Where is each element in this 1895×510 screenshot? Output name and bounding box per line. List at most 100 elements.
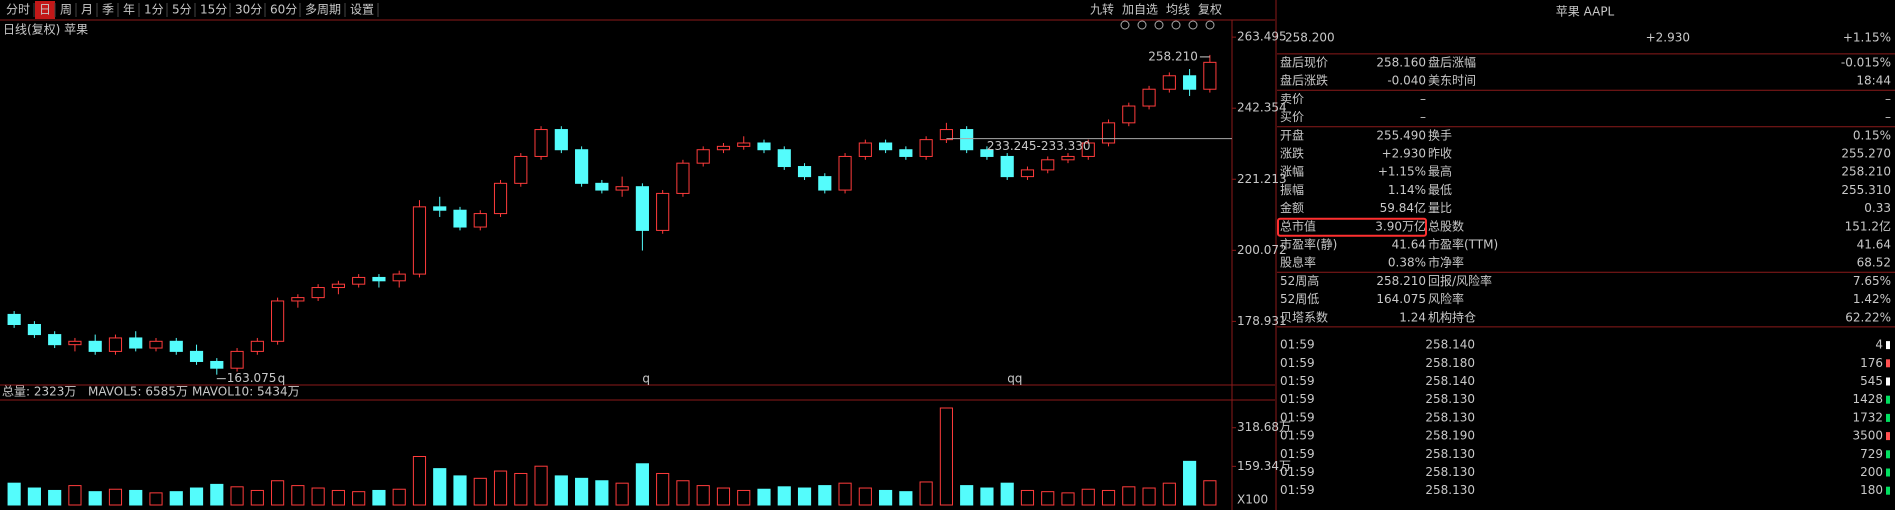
candle-body (615, 186, 629, 191)
volume-bar (433, 468, 447, 506)
tab[interactable]: 季 (102, 3, 114, 17)
trade-volume: 176 (1860, 356, 1883, 370)
candle-body (392, 273, 406, 282)
tab[interactable]: 1分 (144, 3, 164, 17)
tab[interactable]: 60分 (270, 3, 297, 17)
volume-bar (129, 489, 143, 506)
trade-price: 258.130 (1425, 447, 1475, 461)
trade-volume: 1732 (1852, 410, 1883, 424)
tab[interactable]: 多周期 (305, 3, 341, 17)
candle-body (1203, 61, 1217, 90)
field-value: 3.90万亿 (1375, 218, 1426, 233)
candle-body (149, 340, 163, 349)
candle-body (169, 340, 183, 352)
y-tick-label: 178.931 (1237, 314, 1287, 328)
field-label: 盘后涨跌 (1280, 73, 1328, 88)
trade-time: 01:59 (1280, 429, 1315, 443)
candle-body (1142, 88, 1156, 107)
candle-body (230, 350, 244, 369)
tab[interactable]: 月 (81, 3, 93, 17)
trade-price: 258.130 (1425, 392, 1475, 406)
tool-icon[interactable] (1120, 20, 1130, 30)
field-value: +1.15% (1378, 165, 1426, 179)
trade-volume: 3500 (1852, 429, 1883, 443)
tab[interactable]: 5分 (172, 3, 192, 17)
candle-body (554, 129, 568, 151)
chart-title: 日线(复权) 苹果 (3, 23, 88, 37)
tab[interactable]: 分时 (6, 3, 30, 17)
tool[interactable]: 加自选 (1122, 3, 1158, 17)
field-label: 52周高 (1280, 273, 1319, 288)
trade-time: 01:59 (1280, 374, 1315, 388)
field-value: 164.075 (1376, 292, 1426, 306)
candle-body (88, 340, 102, 352)
field-value: 41.64 (1392, 238, 1426, 252)
tool-icon[interactable] (1171, 20, 1181, 30)
volume-bar (473, 477, 487, 506)
candle-body (777, 149, 791, 168)
field-label: 贝塔系数 (1280, 309, 1328, 324)
tab[interactable]: 设置 (350, 3, 374, 17)
trade-volume: 4 (1875, 338, 1883, 352)
candle-body (493, 182, 508, 215)
tool-icon[interactable] (1154, 20, 1164, 30)
candle-body (1162, 75, 1176, 90)
tab[interactable]: 周 (60, 3, 72, 17)
candle-body (879, 142, 893, 151)
candle-body (575, 149, 589, 184)
trade-arrow (1886, 413, 1890, 422)
field-value: 1.14% (1388, 183, 1426, 197)
tool[interactable]: 复权 (1198, 3, 1222, 17)
tool[interactable]: 均线 (1166, 3, 1190, 17)
field-label: 涨跌 (1280, 146, 1304, 161)
candle-body (980, 149, 994, 157)
tab[interactable]: 年 (123, 3, 135, 17)
trade-arrow (1886, 486, 1890, 495)
candle-body (453, 209, 467, 228)
tab[interactable]: 日 (39, 3, 51, 17)
tool-icon[interactable] (1188, 20, 1198, 30)
trade-time: 01:59 (1280, 465, 1315, 479)
trade-price: 258.130 (1425, 465, 1475, 479)
field-label: 盘后涨幅 (1428, 55, 1476, 70)
candle-body (7, 313, 21, 325)
y-tick-label: 242.354 (1237, 101, 1287, 115)
trade-time: 01:59 (1280, 447, 1315, 461)
candle-body (68, 340, 82, 346)
candle-body (858, 142, 872, 157)
candle-body (372, 276, 386, 282)
volume-bar (635, 463, 649, 506)
trade-arrow (1886, 468, 1890, 477)
field-label: 换手 (1428, 128, 1452, 142)
volume-bar (676, 480, 690, 506)
trade-time: 01:59 (1280, 410, 1315, 424)
tool-icon[interactable] (1205, 20, 1215, 30)
tab[interactable]: 30分 (235, 3, 262, 17)
field-label: 总股数 (1428, 218, 1464, 233)
candle-body (1000, 155, 1014, 178)
field-label: 市盈率(静) (1280, 237, 1337, 252)
field-value: -0.015% (1841, 56, 1891, 70)
tab[interactable]: 15分 (200, 3, 227, 17)
volume-bar (291, 485, 305, 506)
volume-bar (169, 491, 183, 506)
field-value: 7.65% (1853, 274, 1891, 288)
volume-unit: X100 (1237, 493, 1268, 507)
candle-body (271, 300, 285, 342)
volume-bar (1020, 489, 1035, 506)
field-label: 最高 (1428, 164, 1452, 179)
volume-header: MAVOL5: 6585万 (88, 385, 188, 399)
trade-price: 258.130 (1425, 483, 1475, 497)
trade-volume: 729 (1860, 447, 1883, 461)
quote-price: 258.200 (1285, 31, 1335, 45)
trade-price: 258.130 (1425, 410, 1475, 424)
y-tick-label: 221.213 (1237, 172, 1287, 186)
volume-bar (514, 472, 528, 506)
candle-body (534, 129, 548, 157)
candle-body (129, 337, 143, 349)
tool-icon[interactable] (1137, 20, 1147, 30)
trade-arrow (1886, 377, 1890, 386)
candle-body (412, 206, 427, 275)
tool[interactable]: 九转 (1090, 2, 1114, 17)
